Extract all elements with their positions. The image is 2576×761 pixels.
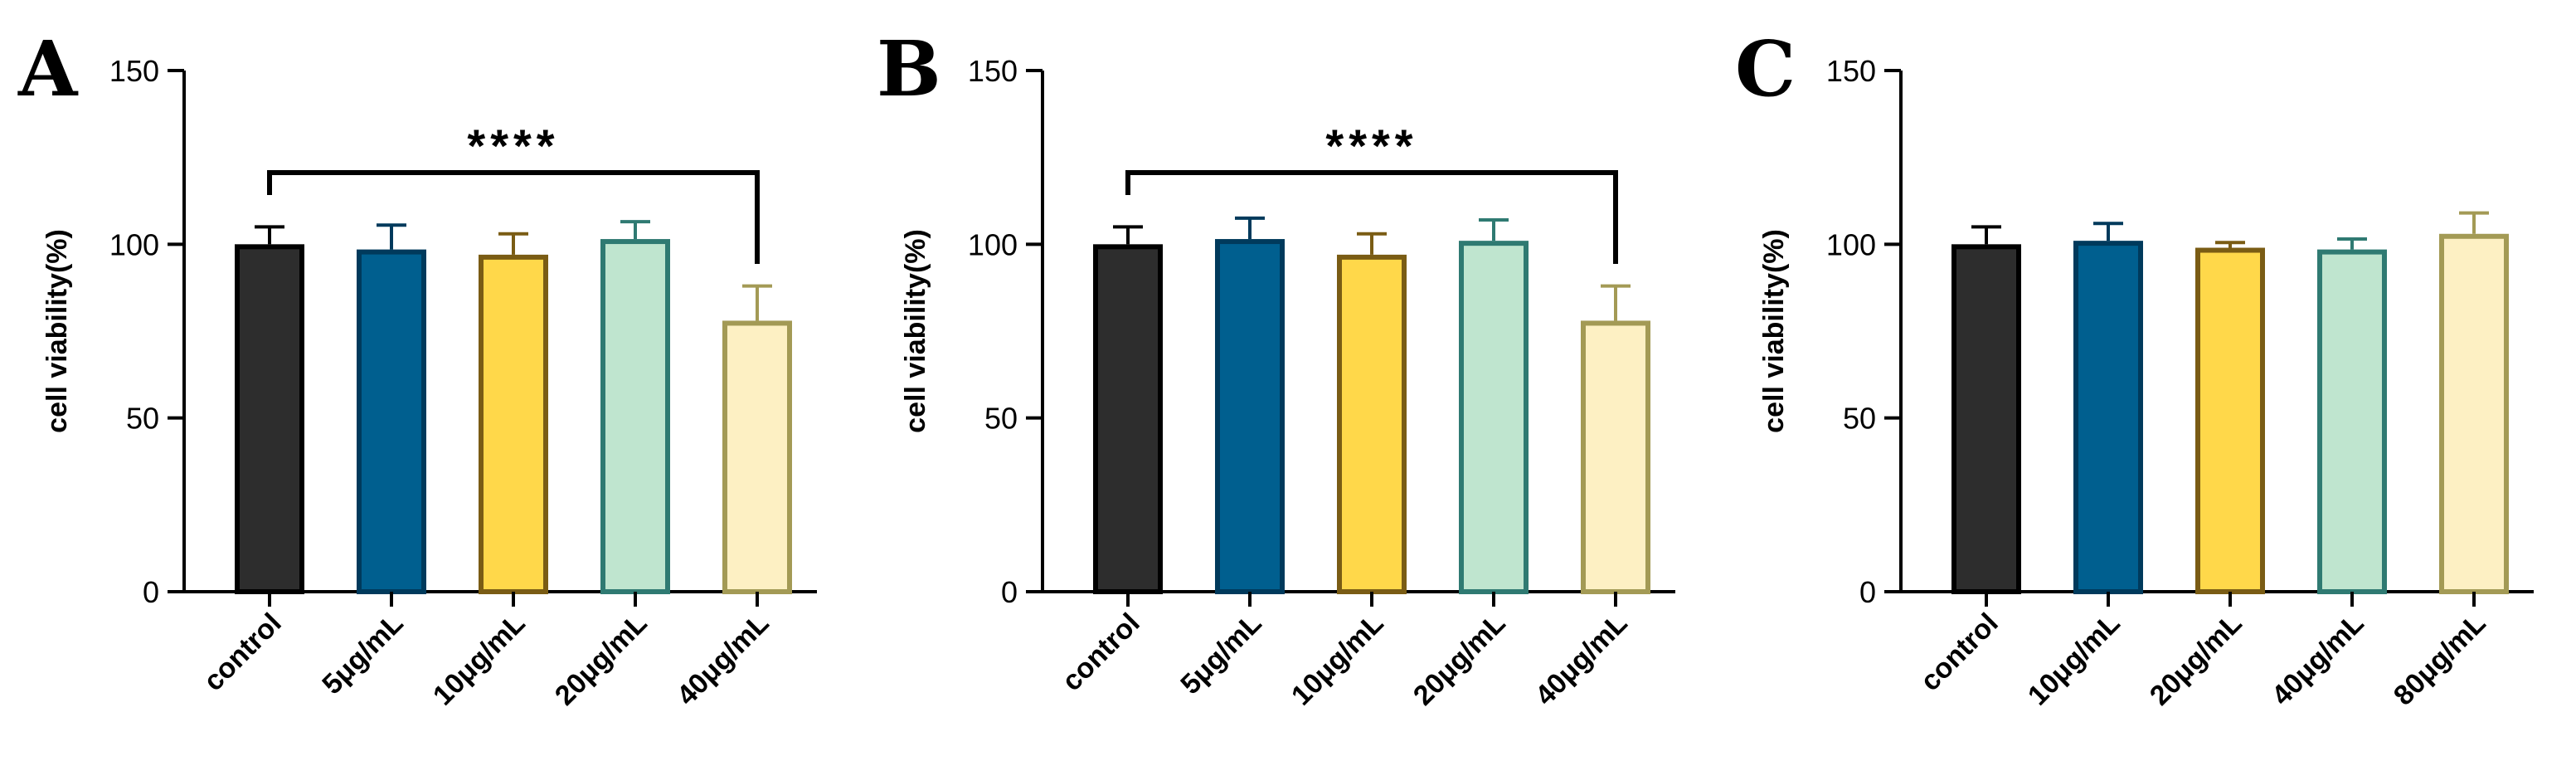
significance-bracket [1125, 170, 1618, 264]
bar-5μg/mL [357, 249, 426, 594]
y-tick-label: 0 [143, 575, 159, 609]
x-tick-label: 10μg/mL [1286, 607, 1390, 712]
bar-control [1951, 244, 2021, 594]
y-tick-label: 50 [126, 402, 159, 436]
significance-label: **** [467, 120, 559, 172]
y-tick-label: 100 [109, 227, 159, 261]
x-tick-label: 80μg/mL [2388, 607, 2492, 712]
y-tick-label: 150 [109, 54, 159, 88]
y-axis-title: cell viability(%) [900, 229, 931, 433]
y-tick-label: 100 [1826, 227, 1876, 261]
x-tick-label: 10μg/mL [2022, 607, 2126, 712]
y-tick-label: 0 [1001, 575, 1018, 609]
y-tick-label: 0 [1859, 575, 1876, 609]
bar-control [235, 244, 304, 594]
panel-letter: A [17, 24, 79, 114]
x-tick-label: 40μg/mL [2266, 607, 2370, 712]
bar-80μg/mL [2439, 233, 2509, 594]
panel-letter: B [877, 24, 941, 114]
x-tick-label: 5μg/mL [1174, 607, 1267, 700]
bar-20μg/mL [2195, 247, 2265, 594]
x-tick-label: control [1056, 607, 1145, 697]
x-tick-label: 20μg/mL [1407, 607, 1512, 712]
x-tick-label: 5μg/mL [316, 607, 409, 700]
bar-40μg/mL [722, 320, 792, 594]
bar-5μg/mL [1215, 239, 1285, 594]
x-tick-label: control [197, 607, 287, 697]
y-tick-label: 100 [968, 227, 1018, 261]
bar-20μg/mL [1459, 241, 1529, 594]
bar-10μg/mL [479, 254, 548, 594]
x-tick-label: 20μg/mL [2144, 607, 2248, 712]
x-tick-label: control [1914, 607, 2004, 697]
y-tick-label: 150 [968, 54, 1018, 88]
x-tick-label: 40μg/mL [1529, 607, 1634, 712]
bar-40μg/mL [1581, 320, 1650, 594]
significance-bracket [267, 170, 760, 264]
y-tick-label: 50 [984, 402, 1018, 436]
x-tick-label: 40μg/mL [671, 607, 775, 712]
significance-label: **** [1325, 120, 1417, 172]
x-tick-label: 20μg/mL [549, 607, 654, 712]
bar-control [1093, 244, 1163, 594]
y-axis-title: cell viability(%) [41, 229, 73, 433]
y-tick-label: 50 [1843, 402, 1876, 436]
y-tick-label: 150 [1826, 54, 1876, 88]
bar-10μg/mL [2073, 241, 2143, 594]
y-axis-title: cell viability(%) [1758, 229, 1790, 433]
panel-letter: C [1735, 24, 1796, 114]
x-tick-label: 10μg/mL [427, 607, 532, 712]
bar-20μg/mL [600, 239, 670, 594]
bar-10μg/mL [1337, 254, 1407, 594]
bar-40μg/mL [2317, 249, 2387, 594]
